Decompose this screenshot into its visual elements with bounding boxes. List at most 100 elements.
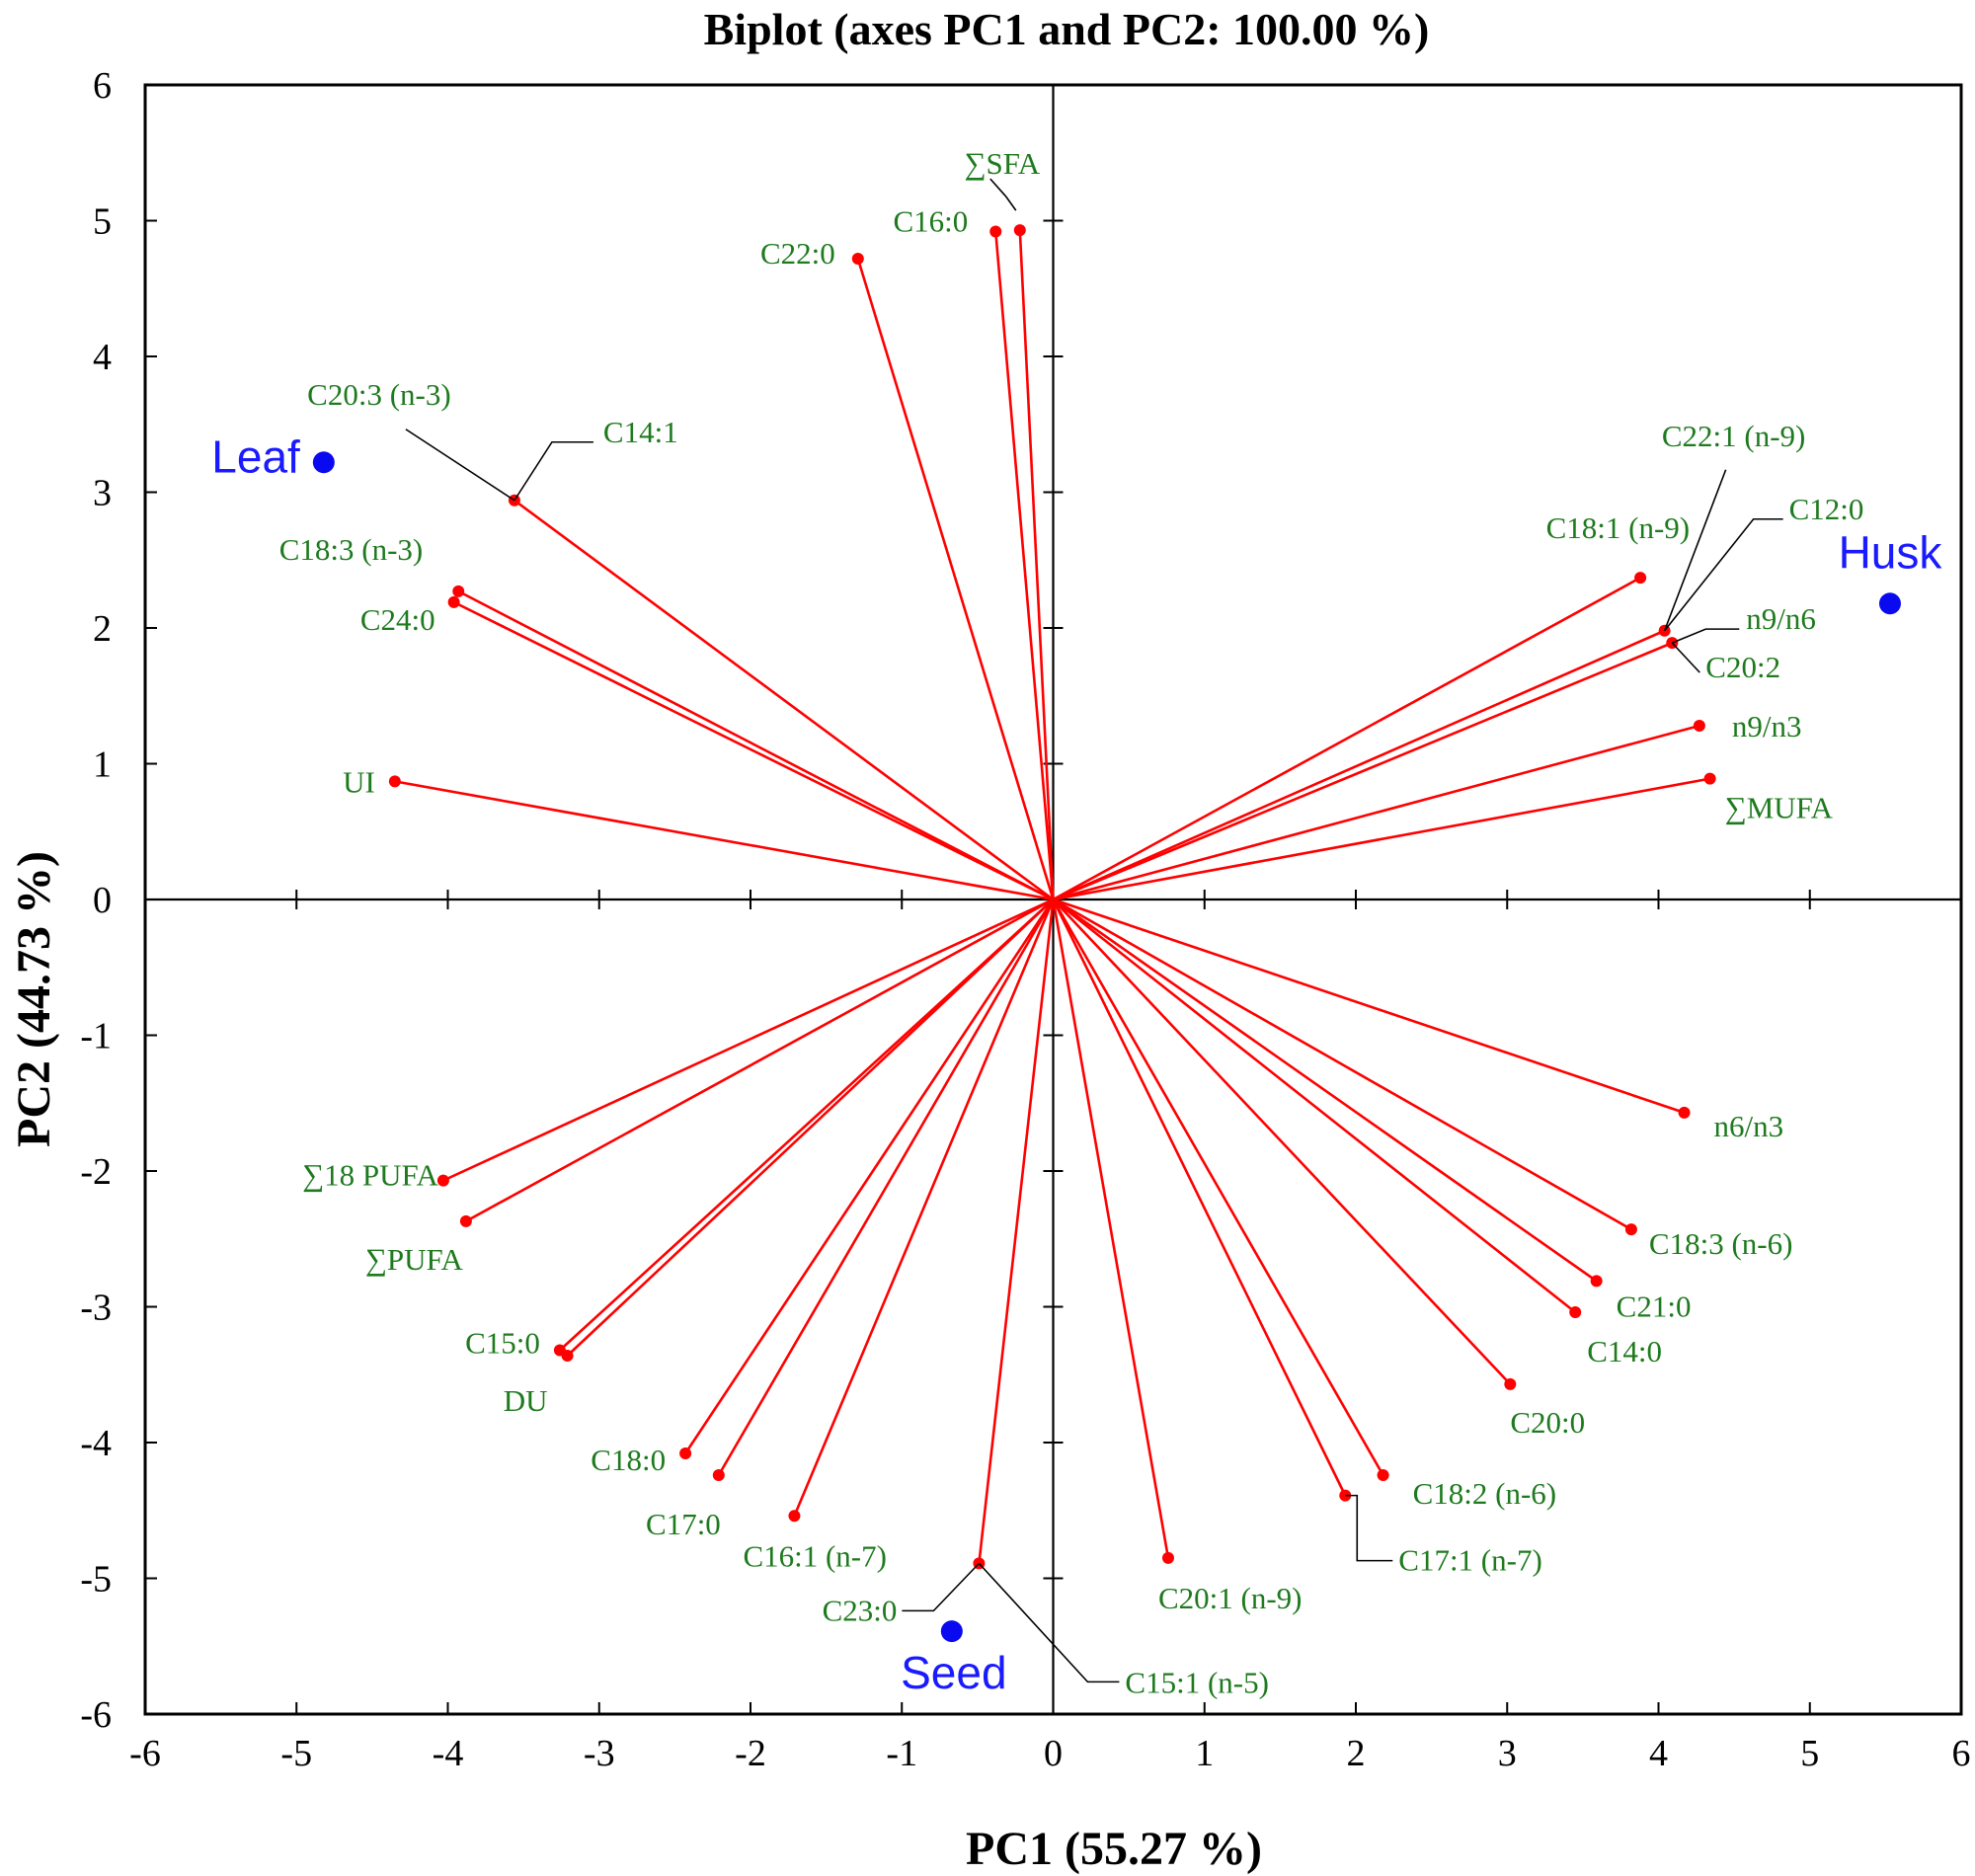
vector-end-sum-18-pufa — [436, 1174, 449, 1187]
obs-label-husk: Husk — [1839, 526, 1943, 578]
leader-c20-2 — [1671, 642, 1700, 673]
vectors-layer — [388, 224, 1716, 1570]
y-tick-label: -3 — [80, 1288, 112, 1329]
vector-end-c20-1-n-9 — [1161, 1551, 1174, 1564]
vector-c22-0 — [856, 258, 1055, 900]
label-sum-mufa: ∑MUFA — [1725, 791, 1834, 825]
x-tick-label: -1 — [886, 1733, 917, 1774]
vector-n9-n6 — [1053, 641, 1673, 901]
vector-c21-0 — [1052, 898, 1598, 1283]
vector-end-ui — [388, 775, 401, 788]
label-c18-2-n-6: C18:2 (n-6) — [1413, 1476, 1557, 1511]
vector-c18-3-n-6 — [1052, 898, 1632, 1231]
y-tick-label: -1 — [80, 1016, 112, 1057]
vector-end-sum-sfa — [1013, 224, 1026, 237]
vector-end-n9-n3 — [1693, 720, 1705, 732]
vector-end-c20-0 — [1504, 1377, 1517, 1390]
y-tick-label: -2 — [80, 1151, 112, 1193]
vector-c16-1-n-7 — [793, 899, 1055, 1517]
label-c21-0: C21:0 — [1617, 1289, 1692, 1323]
y-axis-label: PC2 (44.73 %) — [8, 851, 60, 1147]
x-tick-label: 3 — [1498, 1733, 1517, 1774]
x-tick-label: 4 — [1649, 1733, 1668, 1774]
obs-point-leaf — [312, 451, 335, 474]
y-tick-label: 4 — [93, 337, 112, 378]
label-c17-0: C17:0 — [646, 1507, 721, 1541]
x-tick-label: -4 — [433, 1733, 464, 1774]
x-tick-label: 5 — [1800, 1733, 1819, 1774]
vector-c16-0 — [993, 231, 1055, 900]
x-tick-label: 6 — [1952, 1733, 1971, 1774]
axes-layer: -6 -5 -4 -3 -2 -1 0 1 2 3 4 5 6 6 5 4 3 2 1 0 -1 -2 -3 -4 -5 -6 — [80, 65, 1970, 1774]
x-tick-label: 0 — [1044, 1733, 1063, 1774]
vector-end-c22-0 — [851, 253, 864, 265]
label-c12-0: C12:0 — [1789, 492, 1864, 526]
vector-end-c18-2-n-6 — [1377, 1469, 1389, 1481]
x-axis-label: PC1 (55.27 %) — [966, 1823, 1262, 1875]
vector-sum-18-pufa — [442, 898, 1055, 1182]
vector-end-c17-0 — [712, 1469, 725, 1481]
vector-end-sum-pufa — [459, 1214, 472, 1227]
vector-c18-3-n-3 — [457, 589, 1055, 901]
label-c24-0: C24:0 — [360, 602, 435, 637]
vector-ui — [394, 780, 1054, 901]
x-tick-label: -6 — [129, 1733, 161, 1774]
y-tick-label: 6 — [93, 65, 112, 107]
vector-end-c18-0 — [679, 1447, 692, 1459]
label-n9-n6: n9/n6 — [1746, 601, 1816, 636]
y-tick-label: 3 — [93, 473, 112, 514]
y-tick-label: 1 — [93, 744, 112, 786]
leader-c23-0 — [902, 1562, 980, 1612]
obs-point-husk — [1878, 592, 1901, 615]
vector-c15-1-n-5 — [978, 899, 1055, 1564]
label-c16-1-n-7: C16:1 (n-7) — [743, 1538, 887, 1573]
y-tick-label: -6 — [80, 1694, 112, 1736]
vector-sum-sfa — [1018, 230, 1055, 900]
label-du: DU — [504, 1383, 548, 1418]
y-tick-label: 5 — [93, 201, 112, 243]
label-c18-1-n-9: C18:1 (n-9) — [1546, 510, 1691, 545]
x-tick-label: 2 — [1347, 1733, 1366, 1774]
vector-end-c18-1-n-9 — [1634, 572, 1647, 585]
vector-c18-1-n-9 — [1052, 576, 1641, 901]
obs-label-leaf: Leaf — [211, 430, 300, 482]
vector-du — [566, 899, 1055, 1357]
x-tick-label: -5 — [280, 1733, 312, 1774]
obs-point-seed — [940, 1620, 963, 1643]
y-tick-label: -4 — [80, 1423, 112, 1464]
vector-sum-pufa — [465, 898, 1055, 1223]
vector-end-c14-0 — [1569, 1306, 1582, 1318]
label-sum-pufa: ∑PUFA — [365, 1242, 464, 1277]
label-c14-1: C14:1 — [603, 415, 678, 449]
label-c18-3-n-6: C18:3 (n-6) — [1649, 1226, 1793, 1261]
vector-c20-3-n-3 — [514, 499, 1055, 901]
vector-c22-1-n-9 — [1052, 629, 1666, 901]
label-c22-1-n-9: C22:1 (n-9) — [1662, 419, 1806, 453]
leader-c20-3-n-3 — [405, 429, 515, 502]
vector-c18-2-n-6 — [1052, 899, 1384, 1476]
label-sum-sfa: ∑SFA — [964, 146, 1040, 181]
vector-c18-0 — [684, 899, 1055, 1454]
leader-c15-1-n-5 — [978, 1562, 1120, 1683]
chart-title: Biplot (axes PC1 and PC2: 100.00 %) — [704, 4, 1430, 54]
label-c14-0: C14:0 — [1587, 1334, 1662, 1368]
leader-c17-1-n-7 — [1345, 1494, 1393, 1562]
x-tick-label: 1 — [1195, 1733, 1214, 1774]
label-c20-3-n-3: C20:3 (n-3) — [307, 377, 451, 412]
vector-c20-0 — [1052, 899, 1512, 1385]
vector-end-c18-3-n-3 — [452, 585, 465, 597]
leader-c14-1 — [514, 440, 593, 502]
vector-end-c16-1-n-7 — [788, 1510, 801, 1523]
obs-label-seed: Seed — [901, 1647, 1006, 1698]
leader-c12-0 — [1664, 517, 1783, 632]
vector-c15-0 — [559, 899, 1055, 1352]
label-c18-3-n-3: C18:3 (n-3) — [279, 532, 424, 567]
vector-end-n6-n3 — [1678, 1106, 1691, 1119]
vector-end-c24-0 — [447, 595, 460, 608]
label-c22-0: C22:0 — [760, 236, 835, 271]
label-c18-0: C18:0 — [591, 1443, 666, 1477]
label-n9-n3: n9/n3 — [1732, 709, 1802, 743]
y-tick-label: 0 — [93, 880, 112, 921]
vector-c17-1-n-7 — [1052, 899, 1347, 1497]
label-c15-1-n-5: C15:1 (n-5) — [1125, 1665, 1269, 1699]
